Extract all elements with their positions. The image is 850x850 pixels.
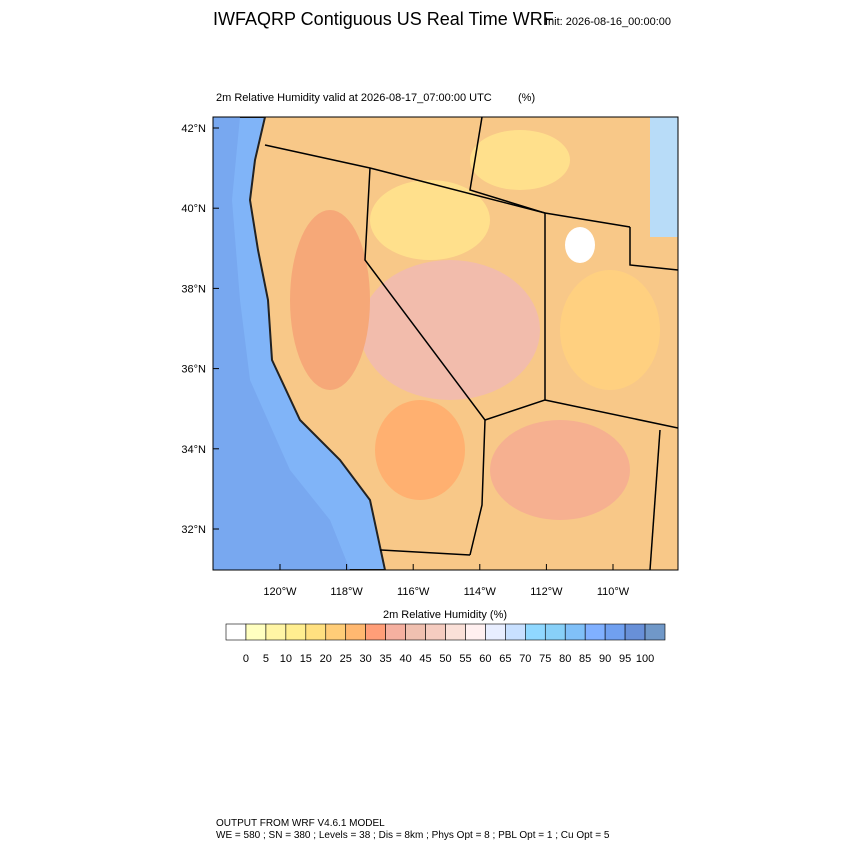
footer-line: WE = 580 ; SN = 380 ; Levels = 38 ; Dis … (216, 830, 610, 841)
lat-labels: 42°N 40°N 38°N 36°N 34°N 32°N (181, 123, 219, 536)
borders (264, 117, 678, 570)
subtitle: 2m Relative Humidity valid at 2026-08-17… (216, 92, 492, 104)
map (212, 116, 679, 571)
colorbar-box (365, 623, 386, 641)
colorbar-box (584, 623, 606, 641)
colorbar-label: 25 (340, 653, 352, 665)
init-time: Init: 2026-08-16_00:00:00 (545, 16, 671, 28)
colorbar-box (624, 623, 646, 641)
terrain (490, 420, 630, 520)
units: (%) (518, 92, 535, 104)
lat-label: 36°N (181, 364, 206, 376)
terrain (360, 260, 540, 400)
colorbar-box (245, 623, 267, 641)
lon-label: 114°W (464, 586, 497, 598)
terrain (370, 180, 490, 260)
colorbar-label: 45 (419, 653, 431, 665)
colorbar-box (564, 623, 586, 641)
lon-label: 112°W (530, 586, 563, 598)
footer-line: OUTPUT FROM WRF V4.6.1 MODEL (216, 818, 385, 829)
colorbar-label: 95 (619, 653, 631, 665)
colorbar-label: 40 (399, 653, 411, 665)
colorbar-label: 55 (459, 653, 471, 665)
lon-label: 118°W (330, 586, 363, 598)
lat-label: 34°N (181, 444, 206, 456)
terrain (650, 117, 678, 237)
colorbar-label: 35 (380, 653, 392, 665)
colorbar-label: 90 (599, 653, 611, 665)
colorbar-title: 2m Relative Humidity (%) (383, 609, 507, 621)
map-frame (212, 116, 679, 571)
terrain (290, 210, 370, 390)
ocean-deep (213, 117, 350, 570)
terrain (560, 270, 660, 390)
terrain (470, 130, 570, 190)
colorbar-box (265, 623, 287, 641)
lon-labels: 120°W 118°W 116°W 114°W 112°W 110°W (263, 564, 630, 598)
colorbar-label: 80 (559, 653, 571, 665)
colorbar-box (345, 623, 366, 641)
lat-label: 38°N (181, 283, 206, 295)
colorbar-box (225, 623, 247, 641)
colorbar-label: 30 (360, 653, 372, 665)
colorbar-box (425, 623, 446, 641)
colorbar-label: 100 (636, 653, 654, 665)
lake (565, 227, 595, 263)
colorbar-label: 85 (579, 653, 591, 665)
colorbar-box (485, 623, 506, 641)
colorbar-label: 15 (300, 653, 312, 665)
colorbar-box (644, 623, 666, 641)
colorbar-label: 75 (539, 653, 551, 665)
colorbar-box (325, 623, 347, 641)
colorbar-box (405, 623, 426, 641)
colorbar-box (525, 623, 546, 641)
colorbar-box (604, 623, 626, 641)
colorbar-box (544, 623, 566, 641)
colorbar-box (285, 623, 307, 641)
lon-label: 116°W (397, 586, 430, 598)
colorbar-box (505, 623, 526, 641)
lon-label: 110°W (597, 586, 630, 598)
colorbar-label: 10 (280, 653, 292, 665)
terrain (375, 400, 465, 500)
colorbar-box (305, 623, 327, 641)
colorbar-label: 5 (263, 653, 269, 665)
lat-label: 40°N (181, 203, 206, 215)
colorbar-label: 20 (320, 653, 332, 665)
colorbar-label: 70 (519, 653, 531, 665)
lat-label: 32°N (181, 524, 206, 536)
colorbar-label: 50 (439, 653, 451, 665)
lat-label: 42°N (181, 123, 206, 135)
colorbar-label: 60 (479, 653, 491, 665)
colorbar-box (385, 623, 406, 641)
colorbar: 0 5 10 15 20 25 30 35 40 45 50 55 60 65 70 75 80 85 90 95 10… (225, 623, 666, 665)
title: IWFAQRP Contiguous US Real Time WRF (213, 9, 554, 29)
colorbar-box (445, 623, 466, 641)
colorbar-label: 0 (243, 653, 249, 665)
lon-label: 120°W (263, 586, 297, 598)
colorbar-label: 65 (499, 653, 511, 665)
colorbar-box (465, 623, 486, 641)
